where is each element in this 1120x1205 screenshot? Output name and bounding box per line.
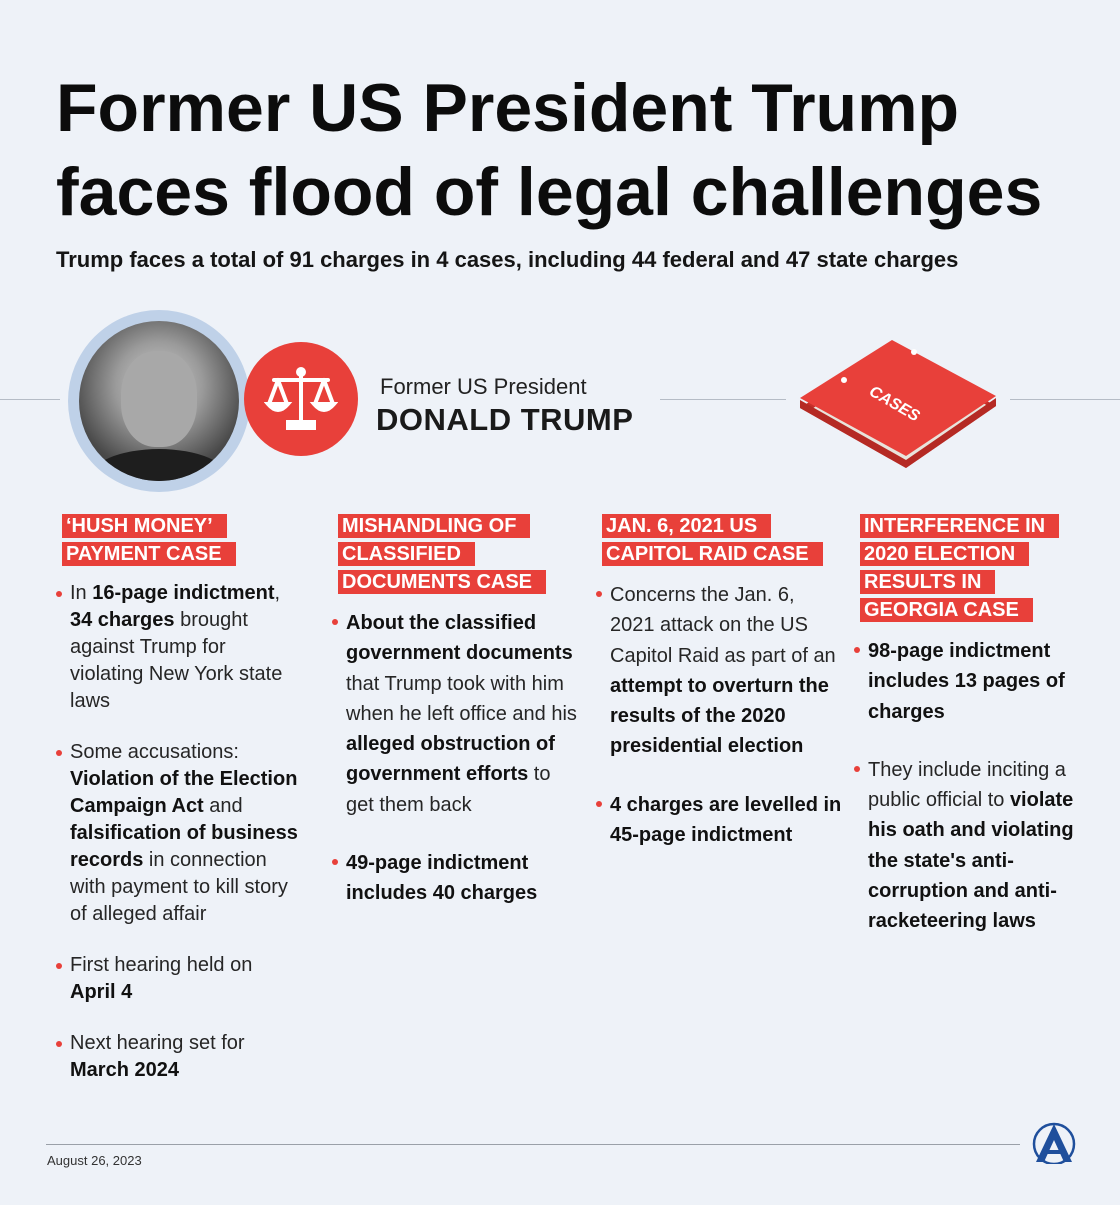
bullet-text: Concerns the Jan. 6, 2021 attack on the … [610,584,836,667]
case-heading-line: PAYMENT CASE [62,542,236,566]
bullet-text-bold: Violation of the Election Campaign Act [70,768,298,817]
case-heading-line: CLASSIFIED [338,542,475,566]
case-bullet: First hearing held on April 4 [56,952,302,1006]
case-bullet: Some accusations: Violation of the Elect… [56,739,302,928]
bullet-text-bold: falsification of business records [70,822,298,871]
title-line-1: Former US President Trump [56,70,960,146]
divider-line [660,399,786,400]
case-heading-line: DOCUMENTS CASE [338,570,547,594]
bullet-text-bold: 98-page indictment includes 13 pages of … [868,640,1065,723]
title-line-2: faces flood of legal challenges [56,154,1043,230]
case-bullet: 49-page indictment includes 40 charges [332,848,578,909]
bullet-text-bold: April 4 [70,981,133,1003]
case-bullet: 98-page indictment includes 13 pages of … [854,636,1080,727]
divider-line [0,399,60,400]
subtitle: Trump faces a total of 91 charges in 4 c… [56,247,959,272]
case-bullet: In 16-page indictment, 34 charges brough… [56,580,302,715]
case-bullet: 4 charges are levelled in 45-page indict… [596,790,842,851]
person-name: DONALD TRUMP [376,402,634,437]
case-bullet: Next hearing set for March 2024 [56,1030,302,1084]
bullet-text: In [70,582,93,604]
case-heading-line: RESULTS IN [860,570,996,594]
scales-of-justice-icon [244,342,358,456]
bullet-text: and [203,795,243,817]
case-bullet: They include inciting a public official … [854,755,1080,937]
case-heading-line: CAPITOL RAID CASE [602,542,823,566]
case-bullet: About the classified government document… [332,608,578,820]
case-heading-line: JAN. 6, 2021 US [602,514,772,538]
case-heading-line: ‘HUSH MONEY’ [62,514,227,538]
case-heading-line: 2020 ELECTION [860,542,1030,566]
bullet-text-bold: 49-page indictment includes 40 charges [346,852,538,905]
case-bullet: Concerns the Jan. 6, 2021 attack on the … [596,580,842,762]
bullet-text-bold: 34 charges [70,609,175,631]
bullet-text-bold: 4 charges are levelled in 45-page indict… [610,793,842,847]
bullet-text-bold: March 2024 [70,1059,179,1081]
case-column-georgia: INTERFERENCE IN 2020 ELECTION RESULTS IN GE… [854,514,1080,965]
anadolu-agency-logo [1032,1122,1076,1169]
bullet-text: They include inciting a public official … [868,758,1066,812]
case-column-classified-documents: MISHANDLING OF CLASSIFIED DOCUMENTS CASE Ab… [332,514,578,937]
case-column-hush-money: ‘HUSH MONEY’ PAYMENT CASE In 16-page indic… [56,514,302,1108]
bullet-text-bold: violate his oath and violating the state… [868,789,1074,933]
bullet-text: Some accusations: [70,741,239,763]
case-heading-line: GEORGIA CASE [860,598,1033,622]
bullet-text-bold: attempt to overturn the results of the 2… [610,674,829,758]
case-heading-line: MISHANDLING OF [338,514,531,538]
case-binder-icon: CASES [796,338,1006,483]
bullet-text: Next hearing set for [70,1032,245,1054]
bullet-text-bold: About the classified government document… [346,612,573,665]
case-heading-line: INTERFERENCE IN [860,514,1060,538]
divider-line [1010,399,1120,400]
bullet-text: to get them back [346,763,551,816]
person-role: Former US President [380,374,587,399]
trump-portrait [68,310,250,492]
page-title: Former US President Trump faces flood of… [56,66,1042,234]
bullet-text-bold: alleged obstruction of government effort… [346,733,555,786]
bullet-text: in connection with payment to kill story… [70,849,288,925]
footer-divider [46,1144,1020,1145]
bullet-text: that Trump took with him when he left of… [346,672,577,725]
bullet-text: , [274,582,281,604]
publish-date: August 26, 2023 [47,1153,142,1168]
bullet-text: First hearing held on [70,954,253,976]
case-column-capitol-raid: JAN. 6, 2021 US CAPITOL RAID CASE Concerns… [596,514,842,878]
bullet-text-bold: 16-page indictment [92,582,275,604]
bullet-text: brought against Trump for violating New … [70,609,283,712]
